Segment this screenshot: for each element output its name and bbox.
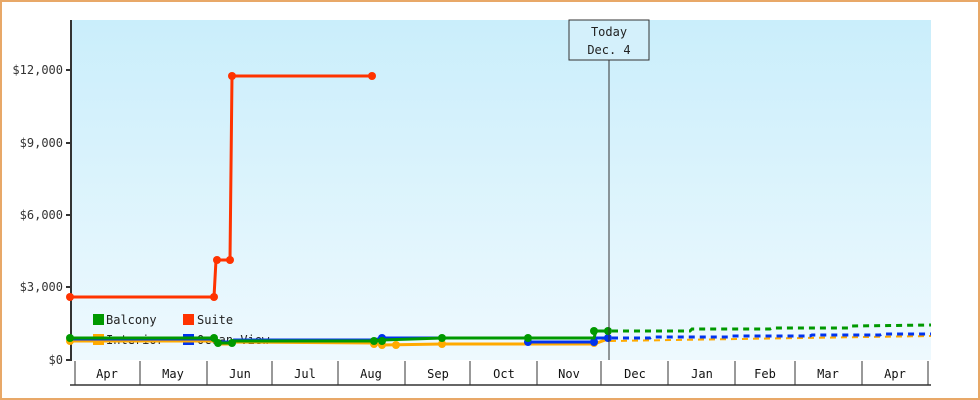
y-tick-label: $0 bbox=[49, 353, 63, 367]
today-marker: Today Dec. 4 bbox=[568, 19, 650, 360]
month-label: Oct bbox=[493, 367, 515, 381]
month-label: Jul bbox=[294, 367, 316, 381]
y-tick-label: $6,000 bbox=[20, 208, 63, 222]
today-date: Dec. 4 bbox=[587, 43, 630, 57]
legend-label-suite: Suite bbox=[197, 313, 233, 327]
month-label: Mar bbox=[817, 367, 839, 381]
plot-area bbox=[72, 20, 931, 360]
month-label: Dec bbox=[624, 367, 646, 381]
month-label: Sep bbox=[427, 367, 449, 381]
month-label: Apr bbox=[96, 367, 118, 381]
month-label: May bbox=[162, 367, 184, 381]
month-label: Aug bbox=[360, 367, 382, 381]
month-label: Nov bbox=[558, 367, 580, 381]
month-label: Jun bbox=[229, 367, 251, 381]
y-tick-label: $9,000 bbox=[20, 136, 63, 150]
y-axis-ticks: $0 $3,000 $6,000 $9,000 $12,000 bbox=[12, 63, 72, 367]
today-label: Today bbox=[591, 25, 627, 39]
x-axis-months: Apr May Jun Jul Aug Sep Oct Nov Dec Jan … bbox=[70, 361, 931, 386]
y-tick-label: $3,000 bbox=[20, 280, 63, 294]
y-tick-label: $12,000 bbox=[12, 63, 63, 77]
legend-swatch-balcony bbox=[93, 314, 104, 325]
month-label: Apr bbox=[884, 367, 906, 381]
series-suite bbox=[66, 72, 376, 301]
month-label: Jan bbox=[691, 367, 713, 381]
month-label: Feb bbox=[754, 367, 776, 381]
series-balcony bbox=[66, 323, 932, 347]
legend-swatch-suite bbox=[183, 314, 194, 325]
legend-label-balcony: Balcony bbox=[106, 313, 157, 327]
